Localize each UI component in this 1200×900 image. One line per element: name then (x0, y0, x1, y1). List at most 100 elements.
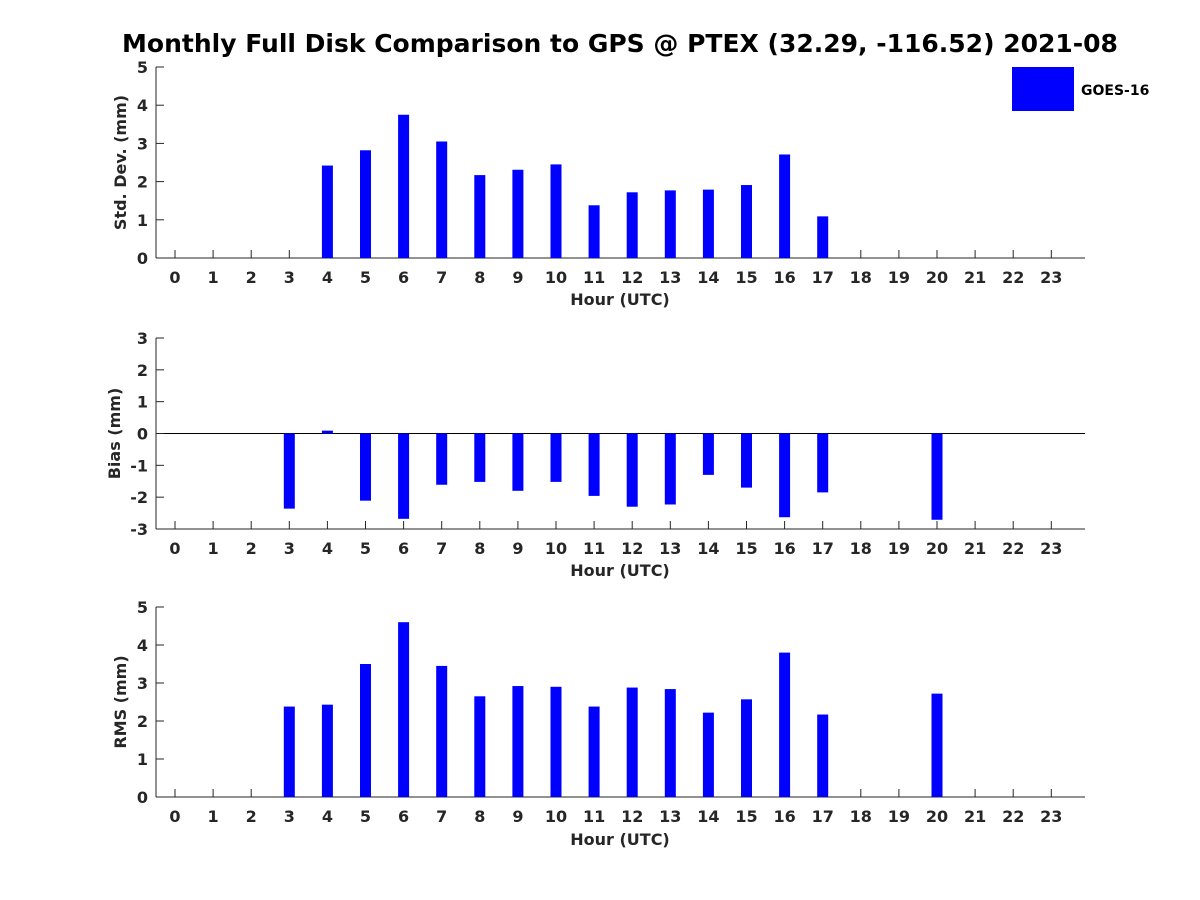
x-tick-label: 12 (621, 807, 643, 826)
bar-hour-11 (588, 205, 600, 258)
x-tick-label: 5 (360, 539, 371, 558)
legend-label: GOES-16 (1081, 83, 1149, 99)
x-tick-label: 4 (322, 268, 333, 287)
x-tick-label: 4 (322, 539, 333, 558)
y-tick-label: -2 (130, 488, 148, 507)
bar-hour-7 (436, 433, 448, 485)
x-tick-label: 15 (735, 807, 757, 826)
bar-hour-5 (360, 433, 371, 501)
bar-hour-12 (626, 433, 638, 507)
x-tick-label: 1 (208, 807, 219, 826)
x-tick-label: 19 (888, 539, 910, 558)
bar-hour-15 (741, 185, 752, 258)
bar-hour-9 (512, 686, 524, 797)
bar-hour-16 (779, 652, 791, 797)
y-tick-label: 4 (137, 636, 148, 655)
x-tick-label: 6 (398, 807, 409, 826)
x-tick-label: 11 (583, 268, 605, 287)
y-tick-label: 0 (137, 788, 148, 807)
x-tick-label: 23 (1040, 268, 1062, 287)
bar-hour-5 (360, 664, 371, 797)
x-tick-label: 18 (850, 539, 872, 558)
x-tick-label: 0 (169, 539, 180, 558)
x-tick-label: 16 (773, 268, 795, 287)
y-tick-label: 1 (137, 211, 148, 230)
bar-hour-10 (550, 686, 562, 797)
x-tick-label: 10 (545, 807, 567, 826)
x-tick-label: 23 (1040, 539, 1062, 558)
x-tick-label: 20 (926, 807, 948, 826)
x-tick-label: 12 (621, 539, 643, 558)
x-tick-label: 14 (697, 268, 719, 287)
x-tick-label: 3 (284, 268, 295, 287)
y-tick-label: 4 (137, 96, 148, 115)
x-tick-label: 2 (246, 539, 257, 558)
bar-hour-4 (321, 165, 333, 258)
chart-title: Monthly Full Disk Comparison to GPS @ PT… (122, 29, 1118, 58)
y-tick-label: 0 (137, 249, 148, 268)
x-tick-label: 0 (169, 807, 180, 826)
y-tick-label: 0 (137, 425, 148, 444)
bar-hour-15 (741, 699, 752, 797)
x-tick-label: 17 (812, 807, 834, 826)
x-axis-label: Hour (UTC) (570, 830, 670, 849)
x-tick-label: 3 (284, 539, 295, 558)
x-tick-label: 7 (436, 807, 447, 826)
x-tick-label: 6 (398, 268, 409, 287)
y-tick-label: 3 (137, 674, 148, 693)
x-tick-label: 17 (812, 268, 834, 287)
y-tick-label: 2 (137, 361, 148, 380)
bar-hour-20 (931, 693, 943, 797)
y-axis-label: RMS (mm) (111, 655, 130, 748)
bar-hour-6 (398, 622, 410, 797)
y-tick-label: 2 (137, 712, 148, 731)
x-tick-label: 8 (474, 807, 485, 826)
bar-hour-17 (817, 433, 829, 493)
bar-hour-11 (588, 706, 600, 797)
x-tick-label: 23 (1040, 807, 1062, 826)
legend: GOES-16 (1012, 67, 1149, 111)
x-tick-label: 22 (1002, 539, 1024, 558)
bar-hour-7 (436, 665, 448, 797)
x-tick-label: 5 (360, 807, 371, 826)
bar-hour-14 (702, 189, 714, 258)
x-axis-label: Hour (UTC) (570, 290, 670, 309)
bar-hour-4 (321, 704, 333, 797)
x-tick-label: 13 (659, 539, 681, 558)
x-tick-label: 16 (773, 539, 795, 558)
x-tick-label: 4 (322, 807, 333, 826)
x-tick-label: 14 (697, 807, 719, 826)
x-tick-label: 19 (888, 268, 910, 287)
bar-hour-12 (626, 192, 638, 258)
x-tick-label: 10 (545, 539, 567, 558)
bar-hour-13 (664, 689, 676, 797)
bar-hour-6 (398, 433, 410, 519)
legend-swatch (1012, 67, 1074, 111)
bar-hour-4 (321, 430, 333, 434)
x-tick-label: 7 (436, 539, 447, 558)
bar-hour-9 (512, 433, 524, 491)
x-tick-label: 13 (659, 268, 681, 287)
bar-hour-10 (550, 433, 562, 482)
y-axis-label: Bias (mm) (105, 388, 124, 480)
y-axis-label: Std. Dev. (mm) (111, 95, 130, 230)
x-tick-label: 20 (926, 268, 948, 287)
x-tick-label: 15 (735, 268, 757, 287)
bar-hour-11 (588, 433, 600, 496)
x-tick-label: 11 (583, 807, 605, 826)
y-tick-label: -3 (130, 520, 148, 539)
bar-hour-7 (436, 141, 448, 258)
x-axis-label: Hour (UTC) (570, 561, 670, 580)
bar-hour-3 (283, 433, 295, 509)
x-tick-label: 9 (512, 807, 523, 826)
y-tick-label: -1 (130, 456, 148, 475)
bar-hour-10 (550, 164, 562, 258)
x-tick-label: 16 (773, 807, 795, 826)
x-tick-label: 10 (545, 268, 567, 287)
x-tick-label: 13 (659, 807, 681, 826)
x-tick-label: 1 (208, 268, 219, 287)
x-tick-label: 17 (812, 539, 834, 558)
